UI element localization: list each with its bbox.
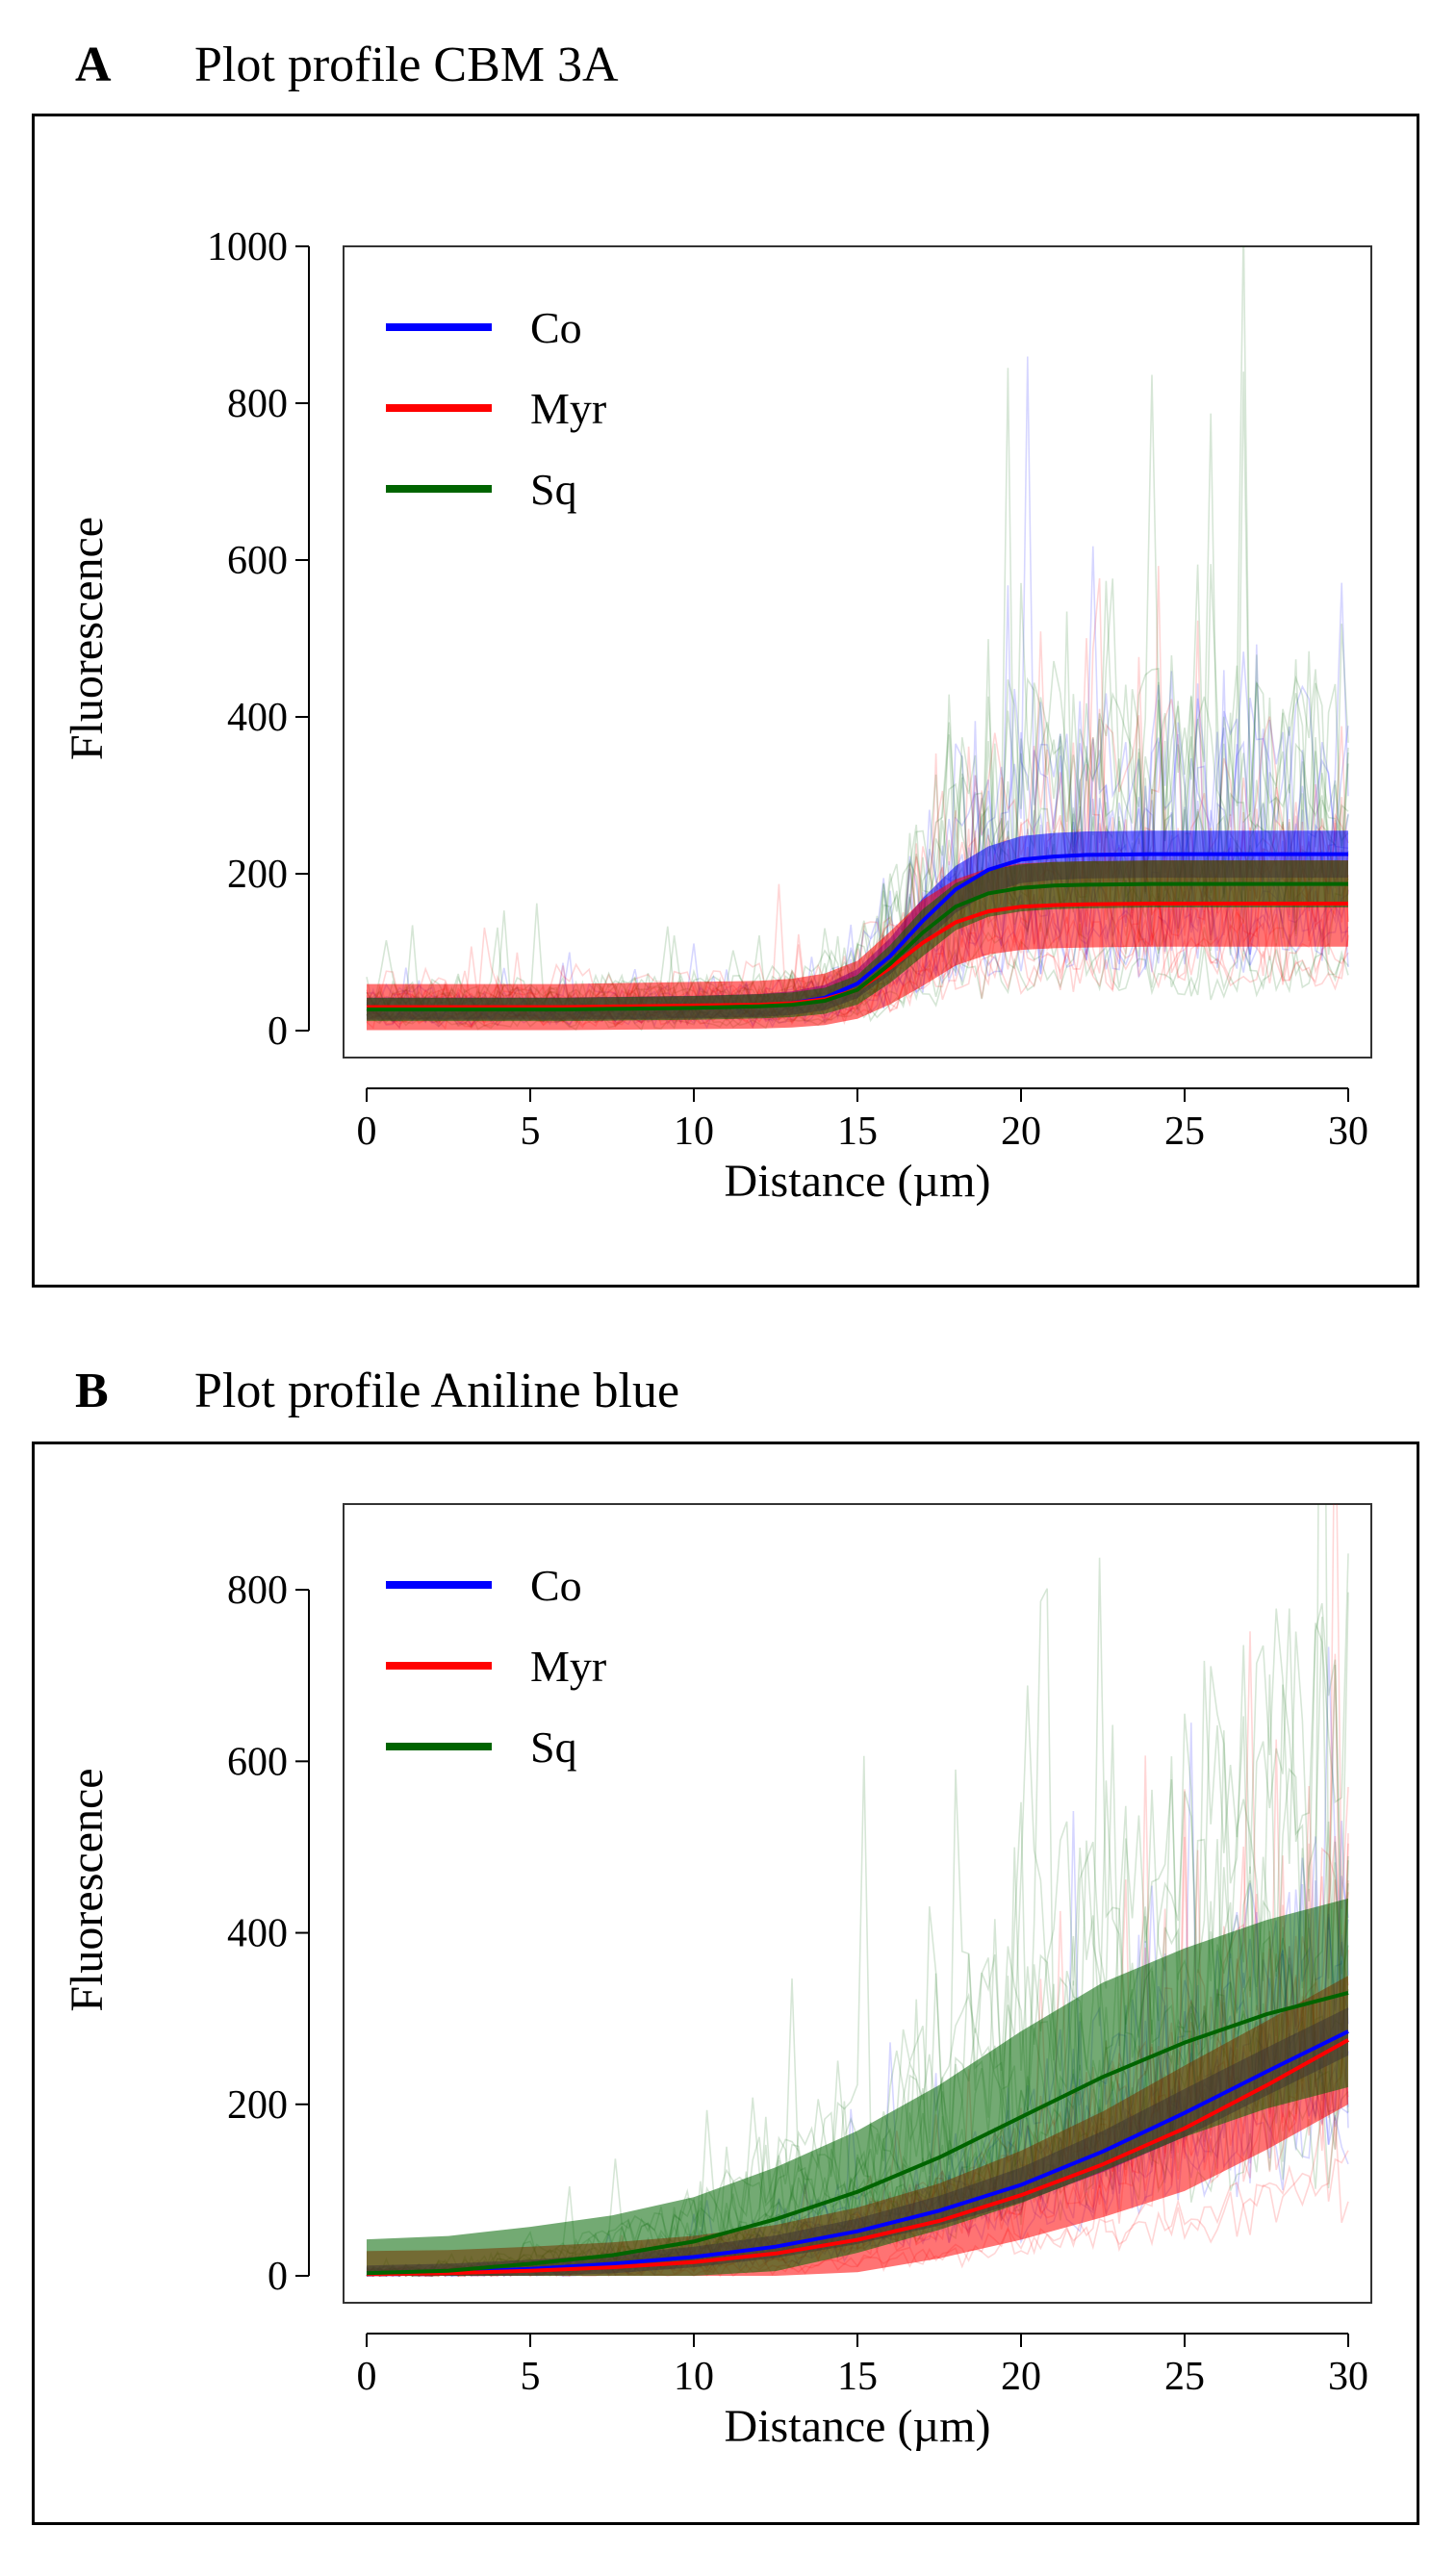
y-tick-label: 200 xyxy=(227,853,288,897)
myr-mean-line xyxy=(366,2038,1349,2277)
y-axis-label: Fluorescence xyxy=(62,1768,113,2011)
legend-label-co: Co xyxy=(530,1561,582,1610)
y-tick-label: 600 xyxy=(227,539,288,583)
legend-label-co: Co xyxy=(530,303,582,352)
y-axis-label: Fluorescence xyxy=(62,517,113,760)
y-tick-label: 600 xyxy=(227,1740,288,1784)
panel-b-letter: B xyxy=(75,1364,109,1418)
legend: Co Myr Sq xyxy=(386,303,606,514)
y-tick-label: 400 xyxy=(227,1912,288,1956)
x-tick-label: 25 xyxy=(1164,2355,1205,2399)
chart-a: 0 5 10 15 20 25 30 0 200 400 600 800 1000 Distance (µ… xyxy=(62,225,1372,1207)
myr-band xyxy=(367,1976,1348,2276)
x-tick-label: 20 xyxy=(1001,1110,1041,1154)
y-tick-label: 800 xyxy=(227,382,288,426)
x-tick-label: 15 xyxy=(837,2355,878,2399)
x-tick-label: 0 xyxy=(357,2355,377,2399)
y-tick-label: 0 xyxy=(268,1009,288,1054)
y-tick-label: 1000 xyxy=(207,225,288,269)
x-axis-label: Distance (µm) xyxy=(725,1156,991,1207)
x-tick-label: 5 xyxy=(521,1110,541,1154)
plot-area xyxy=(366,246,1349,1032)
sq-band xyxy=(367,860,1348,1022)
panel-a-frame: 0 5 10 15 20 25 30 0 200 400 600 800 1000 Distance (µ… xyxy=(32,114,1419,1288)
y-tick-label: 0 xyxy=(268,2255,288,2299)
legend-label-sq: Sq xyxy=(530,465,577,514)
y-tick-label: 800 xyxy=(227,1569,288,1613)
x-tick-label: 30 xyxy=(1328,1110,1368,1154)
panel-b-heading: B Plot profile Aniline blue xyxy=(75,1364,679,1418)
plot-box xyxy=(343,1503,1372,2304)
legend: Co Myr Sq xyxy=(386,1561,606,1772)
x-tick-label: 10 xyxy=(674,1110,714,1154)
plot-area xyxy=(366,1504,1349,2278)
x-tick-label: 20 xyxy=(1001,2355,1041,2399)
legend-label-myr: Myr xyxy=(530,1642,606,1691)
myr-mean-line xyxy=(367,902,1348,1009)
panel-a-title: Plot profile CBM 3A xyxy=(194,38,619,92)
panel-b-title: Plot profile Aniline blue xyxy=(194,1364,680,1418)
x-tick-label: 0 xyxy=(357,1110,377,1154)
x-tick-label: 10 xyxy=(674,2355,714,2399)
panel-a-heading: A Plot profile CBM 3A xyxy=(75,38,619,92)
panel-a-letter: A xyxy=(75,38,112,92)
chart-b: 0 5 10 15 20 25 30 0 200 400 600 800 Distance (µm) Fl… xyxy=(62,1503,1372,2452)
y-tick-label: 400 xyxy=(227,696,288,740)
sq-mean-line xyxy=(366,1990,1349,2276)
sq-band xyxy=(367,1898,1348,2276)
x-tick-label: 15 xyxy=(837,1110,878,1154)
y-tick-label: 200 xyxy=(227,2083,288,2128)
legend-label-myr: Myr xyxy=(530,384,606,433)
x-tick-label: 25 xyxy=(1164,1110,1205,1154)
x-tick-label: 30 xyxy=(1328,2355,1368,2399)
legend-label-sq: Sq xyxy=(530,1723,577,1772)
x-axis-label: Distance (µm) xyxy=(725,2401,991,2452)
plot-box xyxy=(343,245,1372,1059)
panel-b-frame: 0 5 10 15 20 25 30 0 200 400 600 800 Distance (µm) Fl… xyxy=(32,1442,1419,2525)
x-tick-label: 5 xyxy=(521,2355,541,2399)
myr-traces xyxy=(366,566,1349,1031)
sq-mean-line xyxy=(367,881,1348,1011)
